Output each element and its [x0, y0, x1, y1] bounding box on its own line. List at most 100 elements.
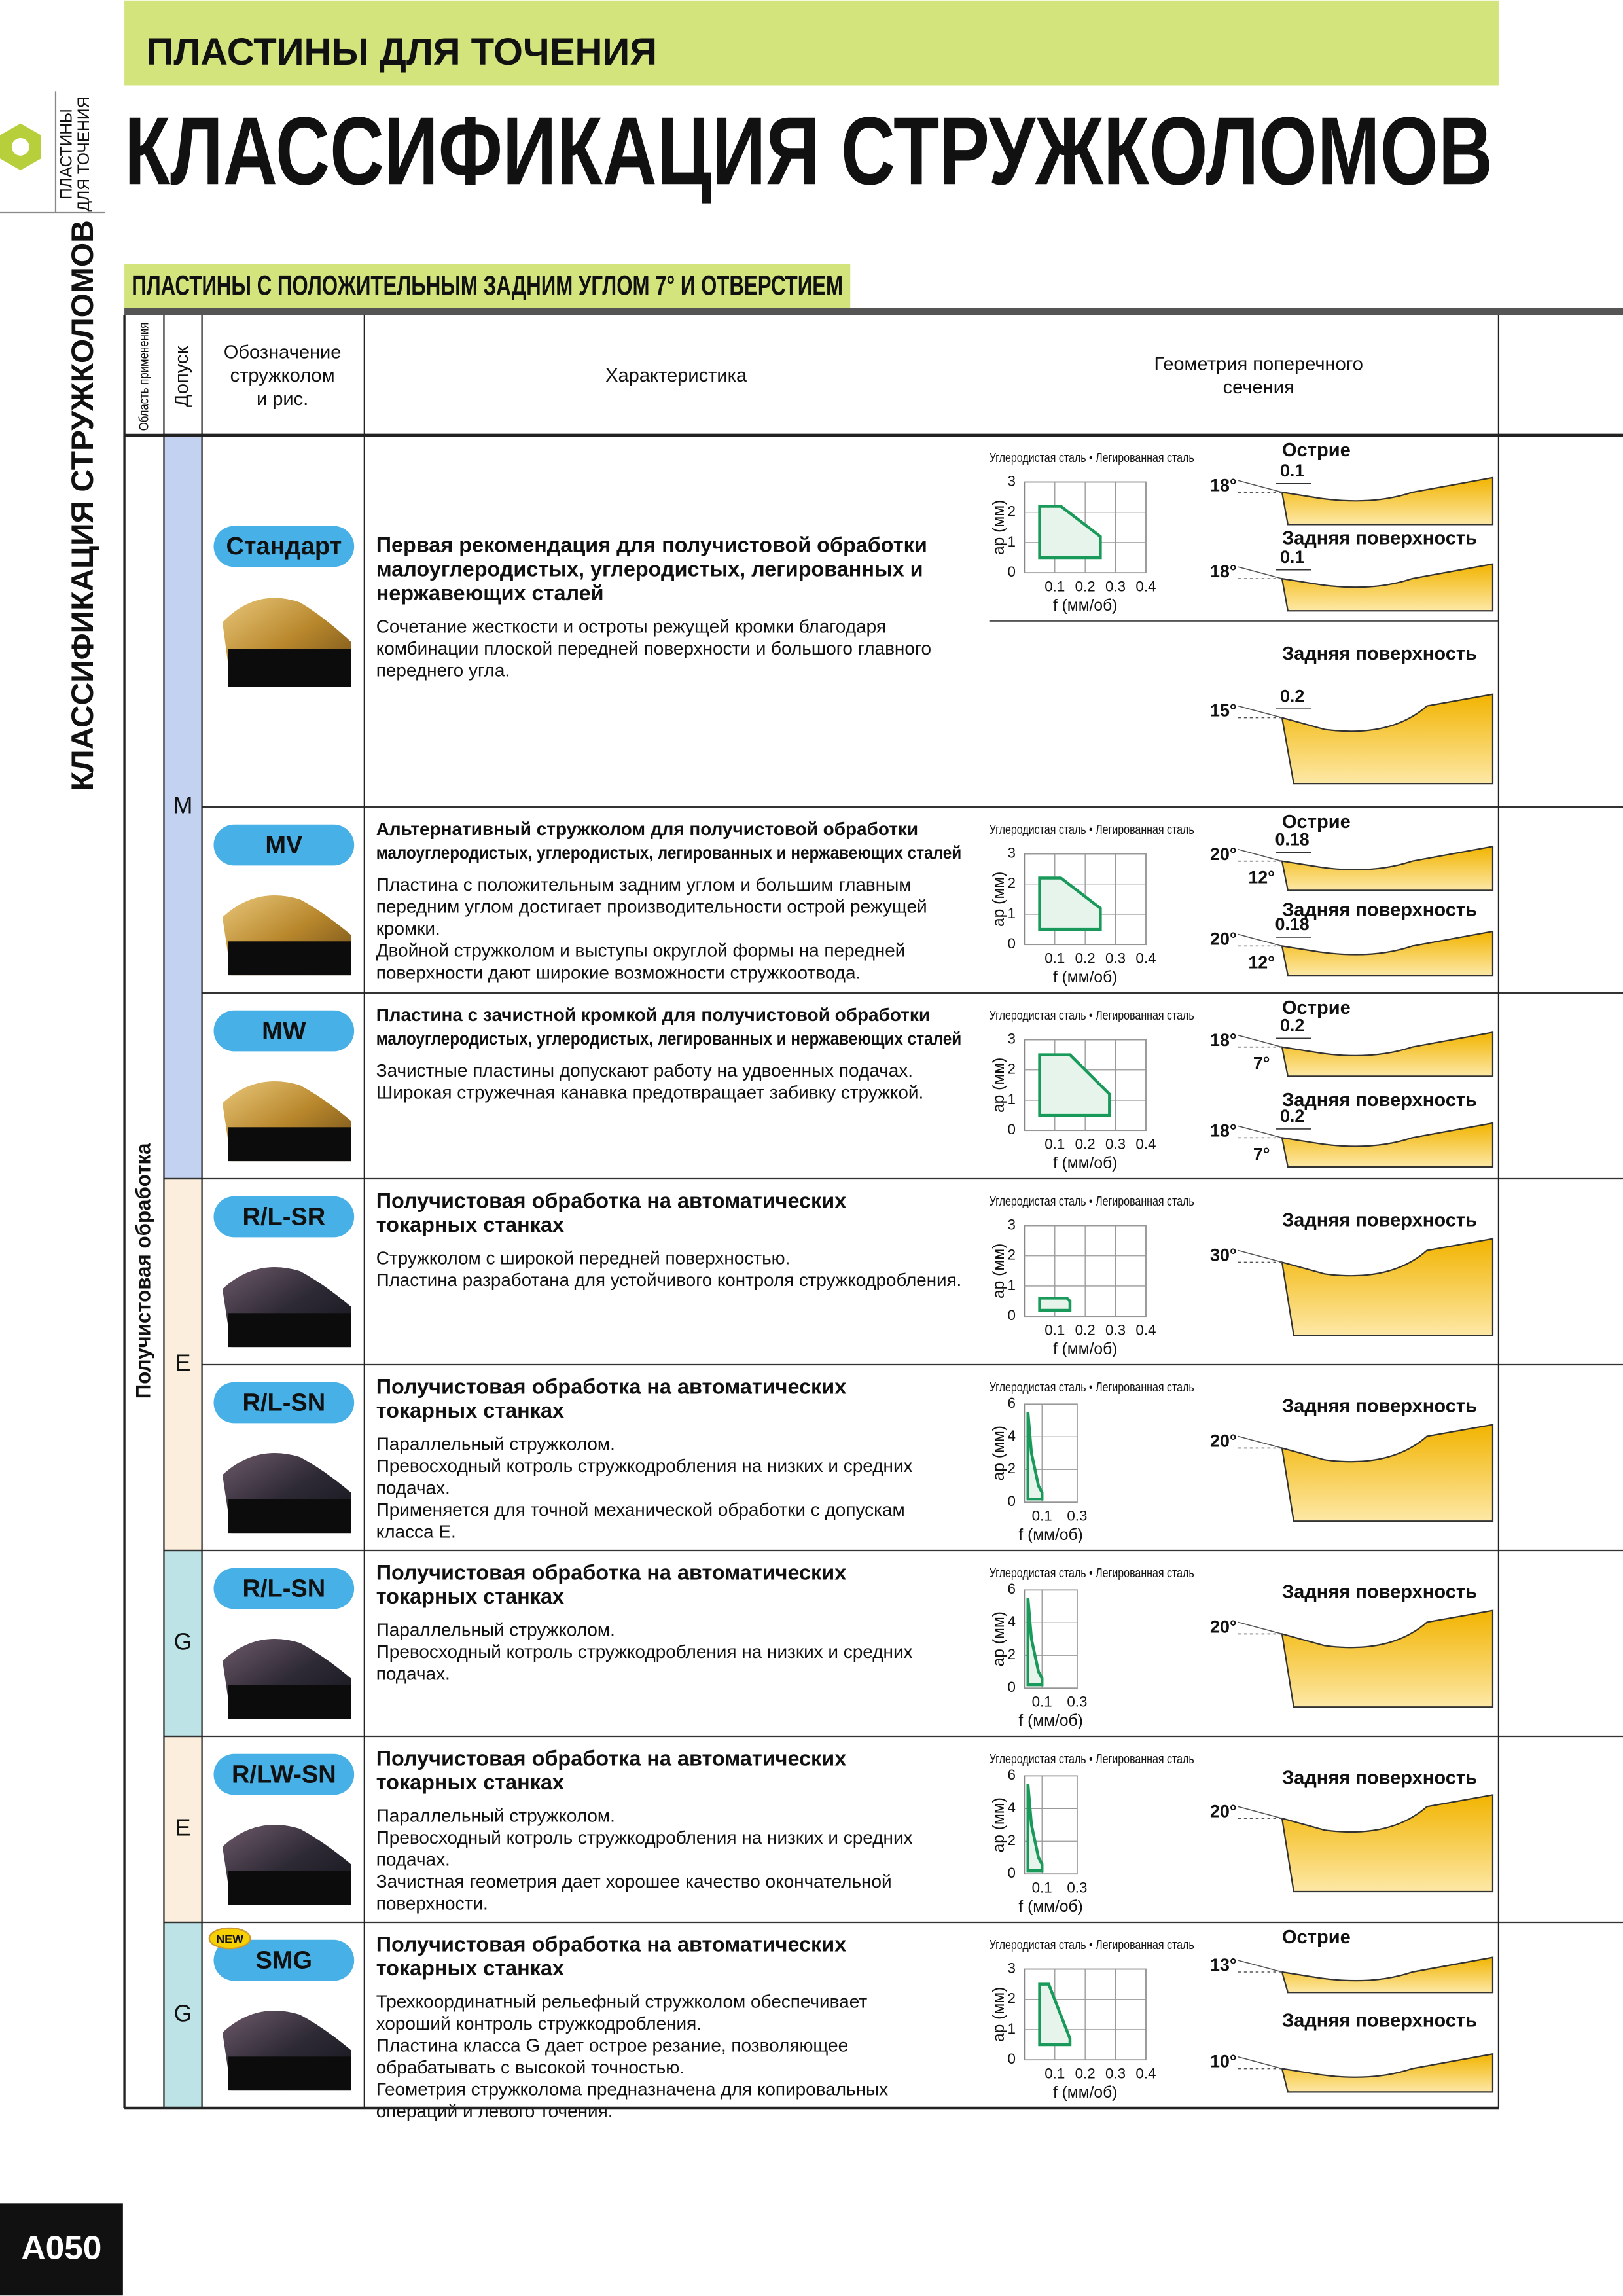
name-pill	[213, 1010, 355, 1052]
insert-name: R/L-SN	[243, 1389, 326, 1416]
width-label: 0.2	[1280, 1015, 1304, 1035]
side-icon-hole	[11, 137, 29, 156]
tolerance-cell	[164, 1736, 202, 1922]
header-characteristic: Характеристика	[605, 365, 747, 386]
tolerance-label: E	[175, 1350, 191, 1376]
y-tick-label: 4	[1008, 1613, 1016, 1630]
x-tick-label: 0.1	[1044, 578, 1065, 594]
x-axis-label: f (мм/об)	[1018, 1526, 1082, 1544]
y-tick-label: 1	[1008, 1277, 1016, 1293]
angle-reference	[1238, 1806, 1283, 1819]
heading: Получистовая обработка на автоматических	[376, 1746, 847, 1770]
x-axis-label: f (мм/об)	[1018, 1712, 1082, 1730]
chart-title: Углеродистая сталь • Легированная сталь	[990, 1752, 1194, 1767]
description: Трехкоординатный рельефный стружколом об…	[376, 1991, 868, 2011]
y-tick-label: 3	[1008, 844, 1016, 861]
geometry-label: Задняя поверхность	[1282, 1767, 1477, 1788]
profile-shape	[1281, 1794, 1494, 1893]
x-tick-label: 0.2	[1075, 578, 1096, 594]
name-pill	[213, 1939, 355, 1981]
insert-name: SMG	[256, 1946, 313, 1974]
y-tick-label: 0	[1008, 1865, 1016, 1881]
angle-reference	[1238, 705, 1283, 719]
width-label: 0.18	[1275, 829, 1309, 849]
x-tick-label: 0.1	[1044, 950, 1065, 966]
operating-region	[1038, 1297, 1072, 1312]
insert-name: Стандарт	[226, 533, 342, 560]
angle-reference	[1238, 849, 1283, 862]
description: хороший контроль стружкодробления.	[376, 2013, 702, 2034]
y-tick-label: 0	[1008, 1493, 1016, 1509]
geometry-label: Задняя поверхность	[1282, 528, 1477, 548]
description: Зачистная геометрия дает хорошее качеств…	[376, 1871, 892, 1892]
subtitle-bar	[124, 264, 851, 308]
description: Стружколом с широкой передней поверхност…	[376, 1247, 791, 1268]
chart-title: Углеродистая сталь • Легированная сталь	[990, 451, 1194, 465]
angle-label: 18°	[1210, 562, 1237, 581]
header-designation: стружколом	[230, 365, 335, 386]
angle-reference	[1238, 1960, 1283, 1973]
width-label: 0.2	[1280, 686, 1304, 706]
y-axis-label: ap (мм)	[990, 872, 1008, 927]
x-axis-label: f (мм/об)	[1053, 1155, 1117, 1172]
x-tick-label: 0.3	[1105, 1136, 1126, 1152]
tolerance-label: G	[174, 2000, 192, 2026]
y-tick-label: 1	[1008, 905, 1016, 922]
description: Превосходный котроль стружкодробления на…	[376, 1641, 913, 1662]
y-axis-label: ap (мм)	[990, 500, 1008, 555]
tolerance-cell	[164, 1178, 202, 1551]
new-badge-label: NEW	[216, 1933, 243, 1946]
angle-label: 15°	[1210, 701, 1237, 721]
description: Зачистные пластины допускают работу на у…	[376, 1060, 913, 1081]
x-tick-label: 0.3	[1105, 950, 1126, 966]
table-top-rule	[124, 308, 1623, 315]
angle-reference	[1238, 480, 1283, 493]
description: Параллельный стружколом.	[376, 1619, 615, 1640]
name-pill	[213, 1382, 355, 1424]
insert-image-side	[228, 1685, 351, 1719]
y-axis-label: ap (мм)	[990, 1611, 1008, 1666]
header-application: Область применения	[137, 323, 152, 431]
side-title: КЛАССИФИКАЦИЯ СТРУЖКОЛОМОВ	[65, 220, 99, 791]
geometry-label: Задняя поверхность	[1282, 1581, 1477, 1602]
angle-reference	[1238, 1621, 1283, 1635]
angle-label: 10°	[1210, 2052, 1237, 2072]
tolerance-label: G	[174, 1628, 192, 1655]
angle-label: 18°	[1210, 1121, 1237, 1140]
page-number: A050	[21, 2228, 101, 2266]
name-pill	[213, 526, 355, 567]
header-designation: и рис.	[257, 389, 308, 410]
x-axis-label: f (мм/об)	[1053, 969, 1117, 986]
y-tick-label: 0	[1008, 564, 1016, 580]
chart-title: Углеродистая сталь • Легированная сталь	[990, 1938, 1194, 1952]
geometry-label: Острие	[1282, 997, 1351, 1018]
header-geometry: Геометрия поперечного	[1154, 353, 1363, 374]
y-tick-label: 0	[1008, 1679, 1016, 1695]
y-tick-label: 2	[1008, 1460, 1016, 1477]
profile-shape	[1281, 693, 1494, 785]
page-title: КЛАССИФИКАЦИЯ СТРУЖКОЛОМОВ	[124, 97, 1493, 205]
name-pill	[213, 1753, 355, 1795]
y-tick-label: 2	[1008, 1061, 1016, 1077]
tolerance-cell	[164, 435, 202, 1179]
angle-label: 20°	[1210, 1801, 1237, 1821]
description: подачах.	[376, 1477, 450, 1498]
y-tick-label: 1	[1008, 1091, 1016, 1107]
operating-region	[1038, 876, 1102, 931]
x-tick-label: 0.2	[1075, 950, 1096, 966]
geometry-label: Острие	[1282, 1927, 1351, 1948]
name-pill	[213, 824, 355, 866]
insert-name: MV	[265, 831, 303, 859]
y-tick-label: 6	[1008, 1767, 1016, 1783]
width-label: 0.1	[1280, 547, 1304, 567]
heading: Первая рекомендация для получистовой обр…	[376, 533, 927, 556]
description: переднего угла.	[376, 660, 510, 680]
insert-image-side	[228, 1499, 351, 1534]
x-tick-label: 0.4	[1135, 1136, 1156, 1152]
y-tick-label: 2	[1008, 875, 1016, 891]
x-tick-label: 0.4	[1135, 1321, 1156, 1338]
name-pill	[213, 1196, 355, 1238]
profile-shape	[1281, 845, 1494, 891]
angle-reference	[1238, 1249, 1283, 1263]
y-tick-label: 0	[1008, 2051, 1016, 2067]
